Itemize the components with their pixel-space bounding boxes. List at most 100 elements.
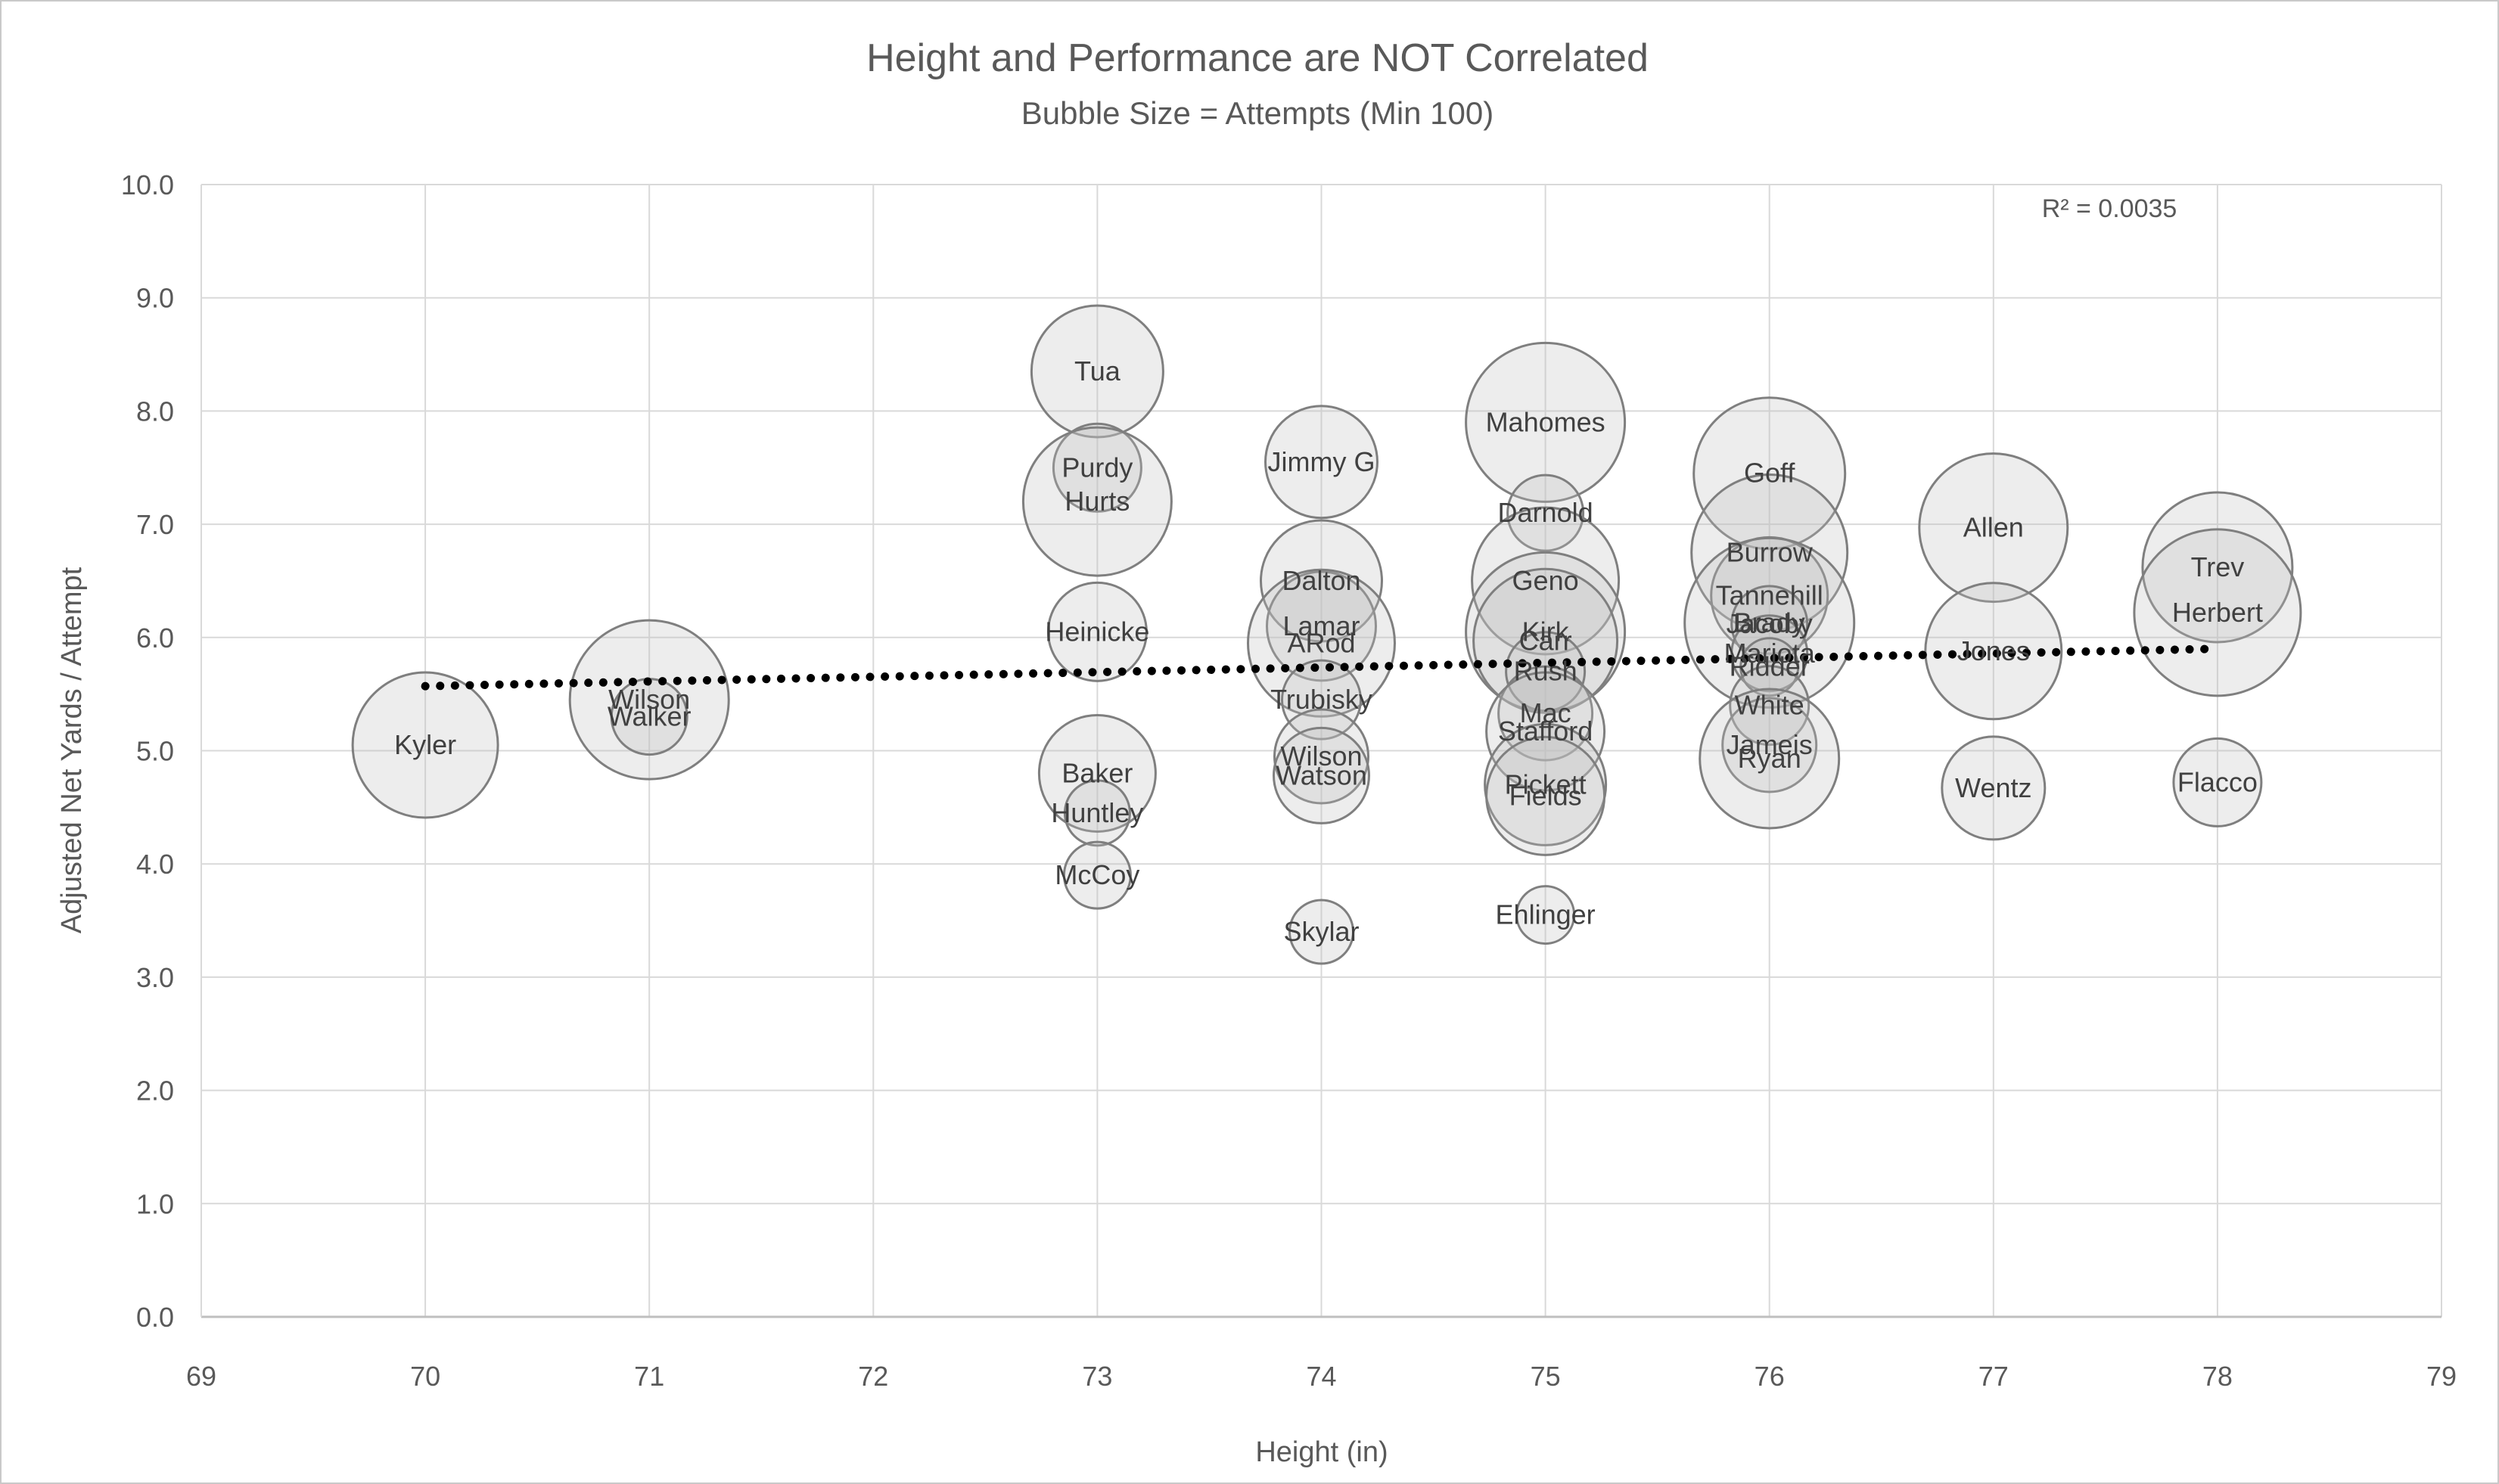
bubble-trev [2141,491,2294,644]
y-tick-2.0: 2.0 [136,1076,174,1107]
bubble-mccoy [1062,840,1132,910]
bubble-label-purdy: Purdy [1061,452,1133,483]
bubble-tua [1030,304,1164,439]
y-tick-3.0: 3.0 [136,962,174,993]
y-tick-10.0: 10.0 [121,169,174,200]
bubble-pickett [1484,722,1608,846]
bubble-label-rush: Rush [1514,656,1577,687]
bubble-lamar [1266,570,1377,682]
y-axis-title: Adjusted Net Yards / Attempt [56,567,88,933]
x-tick-69: 69 [186,1361,216,1392]
trendline-dotted [421,644,2222,691]
bubble-label-huntley: Huntley [1051,797,1143,828]
bubble-darnold [1506,473,1585,552]
bubble-jimmy-g [1264,405,1378,520]
bubble-label-wilson: Wilson [608,684,690,715]
bubble-label-mccoy: McCoy [1055,859,1139,890]
bubble-label-dalton: Dalton [1282,565,1360,596]
bubble-label-jameis: Jameis [1727,729,1813,760]
bubble-flacco [2172,737,2263,827]
bubble-brady [1683,536,1856,709]
bubble-goff [1692,396,1847,551]
bubble-herbert [2133,528,2302,697]
bubble-label-trubisky: Trubisky [1270,684,1372,715]
bubble-label-jimmy-g: Jimmy G [1268,446,1375,477]
x-tick-70: 70 [410,1361,440,1392]
bubble-label-mahomes: Mahomes [1486,406,1605,437]
bubble-skylar [1288,899,1354,965]
bubble-label-mariota: Mariota [1724,638,1816,669]
bubble-label-tannehill: Tannehill [1716,579,1823,610]
x-tick-73: 73 [1082,1361,1112,1392]
bubble-ehlinger [1515,885,1576,945]
bubble-stafford [1485,671,1606,792]
bubble-labels: KylerWilsonWalkerTuaPurdyHurtsHeinickeBa… [394,355,2263,947]
bubble-burrow [1690,473,1849,632]
x-tick-76: 76 [1755,1361,1785,1392]
r-squared-annotation: R² = 0.0035 [2042,194,2177,223]
bubble-label-ehlinger: Ehlinger [1496,899,1596,930]
bubble-series [351,304,2302,965]
bubble-label-heinicke: Heinicke [1045,616,1149,647]
bubble-mac [1497,665,1594,762]
bubble-allen [1918,452,2069,604]
bubble-label-baker: Baker [1061,757,1133,788]
bubble-label-lamar: Lamar [1282,610,1360,641]
y-tick-8.0: 8.0 [136,396,174,427]
bubble-label-trev: Trev [2191,551,2245,582]
bubble-label-jones: Jones [1957,635,2030,666]
bubble-huntley [1063,779,1131,847]
x-tick-78: 78 [2202,1361,2233,1392]
x-tick-74: 74 [1306,1361,1336,1392]
bubble-watson [1273,726,1370,824]
x-tick-71: 71 [634,1361,664,1392]
y-tick-7.0: 7.0 [136,509,174,540]
bubble-label-white: White [1735,690,1804,721]
y-tick-4.0: 4.0 [136,849,174,880]
bubble-label-geno: Geno [1512,565,1579,596]
x-axis-title: Height (in) [1255,1436,1388,1468]
bubble-jacoby [1730,585,1809,663]
x-tick-77: 77 [1978,1361,2009,1392]
bubble-label-wilson: Wilson [1280,740,1362,771]
gridlines [200,184,2442,1318]
bubble-label-kirk: Kirk [1522,616,1570,647]
bubble-label-jacoby: Jacoby [1727,608,1813,639]
bubble-label-hurts: Hurts [1065,486,1130,517]
bubble-geno [1471,506,1621,656]
bubble-label-stafford: Stafford [1498,716,1593,747]
bubble-white [1729,665,1811,747]
bubble-label-ridder: Ridder [1730,651,1810,682]
bubble-label-kyler: Kyler [394,729,456,760]
bubble-label-skylar: Skylar [1283,916,1359,947]
bubble-label-carr: Carr [1519,625,1572,656]
bubble-heinicke [1046,581,1148,682]
bubble-label-watson: Watson [1276,759,1367,790]
y-tick-1.0: 1.0 [136,1188,174,1219]
y-tick-0.0: 0.0 [136,1302,174,1333]
bubble-label-flacco: Flacco [2177,766,2258,797]
bubble-label-darnold: Darnold [1498,497,1593,528]
bubble-purdy [1052,422,1142,513]
bubble-label-mac: Mac [1520,697,1571,728]
y-tick-9.0: 9.0 [136,283,174,314]
bubble-label-allen: Allen [1963,512,2024,543]
bubble-trubisky [1281,659,1362,740]
bubble-fields [1485,735,1606,856]
bubble-baker [1037,713,1157,833]
bubble-label-ryan: Ryan [1738,743,1801,774]
bubble-jameis [1721,697,1818,793]
bubble-wentz [1941,735,2047,841]
chart-subtitle: Bubble Size = Attempts (Min 100) [1021,95,1493,131]
bubble-arod [1247,568,1396,718]
x-tick-79: 79 [2426,1361,2457,1392]
bubble-label-walker: Walker [608,701,692,732]
bubble-ryan [1699,688,1841,830]
bubble-kyler [351,671,499,819]
bubble-label-tua: Tua [1074,355,1121,387]
bubble-wilson [568,619,730,781]
bubble-label-brady: Brady [1734,607,1805,638]
bubble-carr [1472,567,1619,714]
